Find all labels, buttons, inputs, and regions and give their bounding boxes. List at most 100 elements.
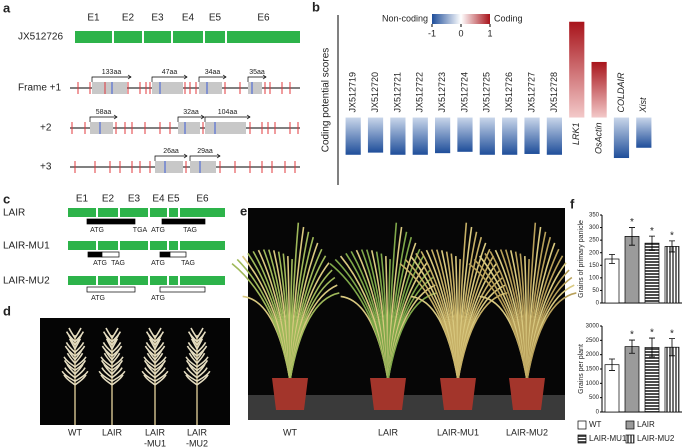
significance: *: [630, 330, 634, 341]
orf-arrow: [247, 74, 267, 82]
spikelet: [148, 327, 162, 339]
orf-arrow: [91, 74, 132, 82]
bar: [390, 117, 406, 155]
spikelet: [68, 327, 82, 339]
pot: [370, 378, 406, 410]
bar: [345, 117, 361, 155]
category-label: OsActin: [593, 123, 603, 155]
orf-arrow: [198, 74, 227, 82]
tiller: [526, 292, 577, 381]
exon-label: E2: [102, 194, 115, 205]
line-label: -MU1: [144, 438, 166, 447]
bar: [524, 117, 540, 154]
panel-label: c: [3, 191, 10, 206]
category-label: JX512727: [526, 72, 536, 113]
spikelet: [66, 363, 84, 375]
exon-label: E2: [122, 13, 135, 24]
spikelet: [146, 352, 164, 364]
codon: ATG: [93, 260, 107, 267]
colorbar-label: Coding: [494, 13, 523, 23]
frame-label: +3: [40, 162, 52, 173]
legend-label: WT: [589, 420, 602, 429]
orf-box: [86, 218, 136, 225]
y-tick-label: 2500: [586, 338, 600, 344]
y-axis-label: Coding potential scores: [321, 48, 332, 153]
error-bar: [649, 337, 655, 358]
exon-label: E4: [182, 13, 195, 24]
spikelet: [144, 367, 166, 379]
exon: [173, 31, 203, 43]
panel-label: e: [240, 203, 247, 218]
line-label: LAIR-MU2: [506, 427, 548, 437]
bar: [604, 258, 620, 304]
orf-box: [205, 122, 246, 134]
exon: [120, 276, 148, 285]
exon-label: E5: [167, 194, 180, 205]
spikelet: [189, 334, 205, 346]
orf-length: 133aa: [102, 69, 122, 76]
orf-box: [152, 82, 183, 94]
panel-label: b: [312, 0, 320, 14]
spikelet: [104, 349, 120, 361]
legend-label: LAIR-MU2: [637, 434, 675, 443]
pot: [509, 378, 545, 410]
bar: [591, 61, 607, 118]
line-label: -MU2: [186, 438, 208, 447]
orf-box: [161, 218, 206, 225]
category-label: JX512722: [415, 72, 425, 113]
y-tick-label: 200: [589, 250, 600, 256]
spikelet: [185, 356, 209, 368]
codon: ATG: [90, 227, 104, 234]
spikelet: [190, 327, 204, 339]
spikelet: [66, 352, 84, 364]
codon: TAG: [111, 260, 125, 267]
spikelet: [98, 370, 126, 382]
spikelet: [148, 338, 162, 350]
bar: [664, 246, 680, 304]
panel-label: f: [570, 196, 575, 211]
bar: [546, 117, 562, 155]
orf-length: 32aa: [183, 109, 199, 116]
category-label: JX512724: [459, 72, 469, 113]
codon: TAG: [181, 260, 195, 267]
line-label: LAIR: [145, 427, 166, 437]
bar: [636, 117, 652, 148]
orf-box: [86, 286, 136, 293]
spikelet: [63, 374, 87, 386]
spikelet: [143, 356, 167, 368]
spikelet: [147, 334, 163, 346]
category-label: JX512725: [482, 72, 492, 113]
bar: [502, 117, 518, 155]
frame-label: +2: [40, 123, 52, 134]
spikelet: [64, 367, 86, 379]
orf-arrow: [89, 114, 118, 122]
spikelet: [101, 367, 123, 379]
construct-name: LAIR: [3, 208, 25, 219]
codon: ATG: [91, 295, 105, 302]
exon-label: E3: [151, 13, 164, 24]
error-bar: [609, 254, 615, 264]
orf-length: 58aa: [96, 109, 112, 116]
bar: [664, 346, 680, 413]
significance: *: [650, 328, 654, 339]
exon: [98, 241, 118, 250]
orf-arrow: [177, 114, 205, 122]
orf-length: 35aa: [249, 69, 265, 76]
orf-arrow: [189, 153, 221, 161]
exon: [114, 31, 142, 43]
codon: TGA: [133, 227, 148, 234]
exon: [98, 208, 118, 217]
sequence-name: JX512726: [18, 32, 63, 43]
y-tick-label: 350: [589, 213, 600, 219]
y-tick-label: 150: [589, 263, 600, 269]
orf-box: [92, 82, 127, 94]
orf-arrow: [154, 153, 188, 161]
legend-label: LAIR-MU1: [589, 434, 627, 443]
exon: [68, 276, 96, 285]
colorbar-tick-label: 0: [458, 28, 463, 38]
significance: *: [650, 226, 654, 237]
category-label: COLDAIR: [616, 72, 626, 113]
error-bar: [609, 358, 615, 371]
y-tick-label: 0: [596, 410, 600, 416]
legend-swatch: [577, 434, 587, 444]
